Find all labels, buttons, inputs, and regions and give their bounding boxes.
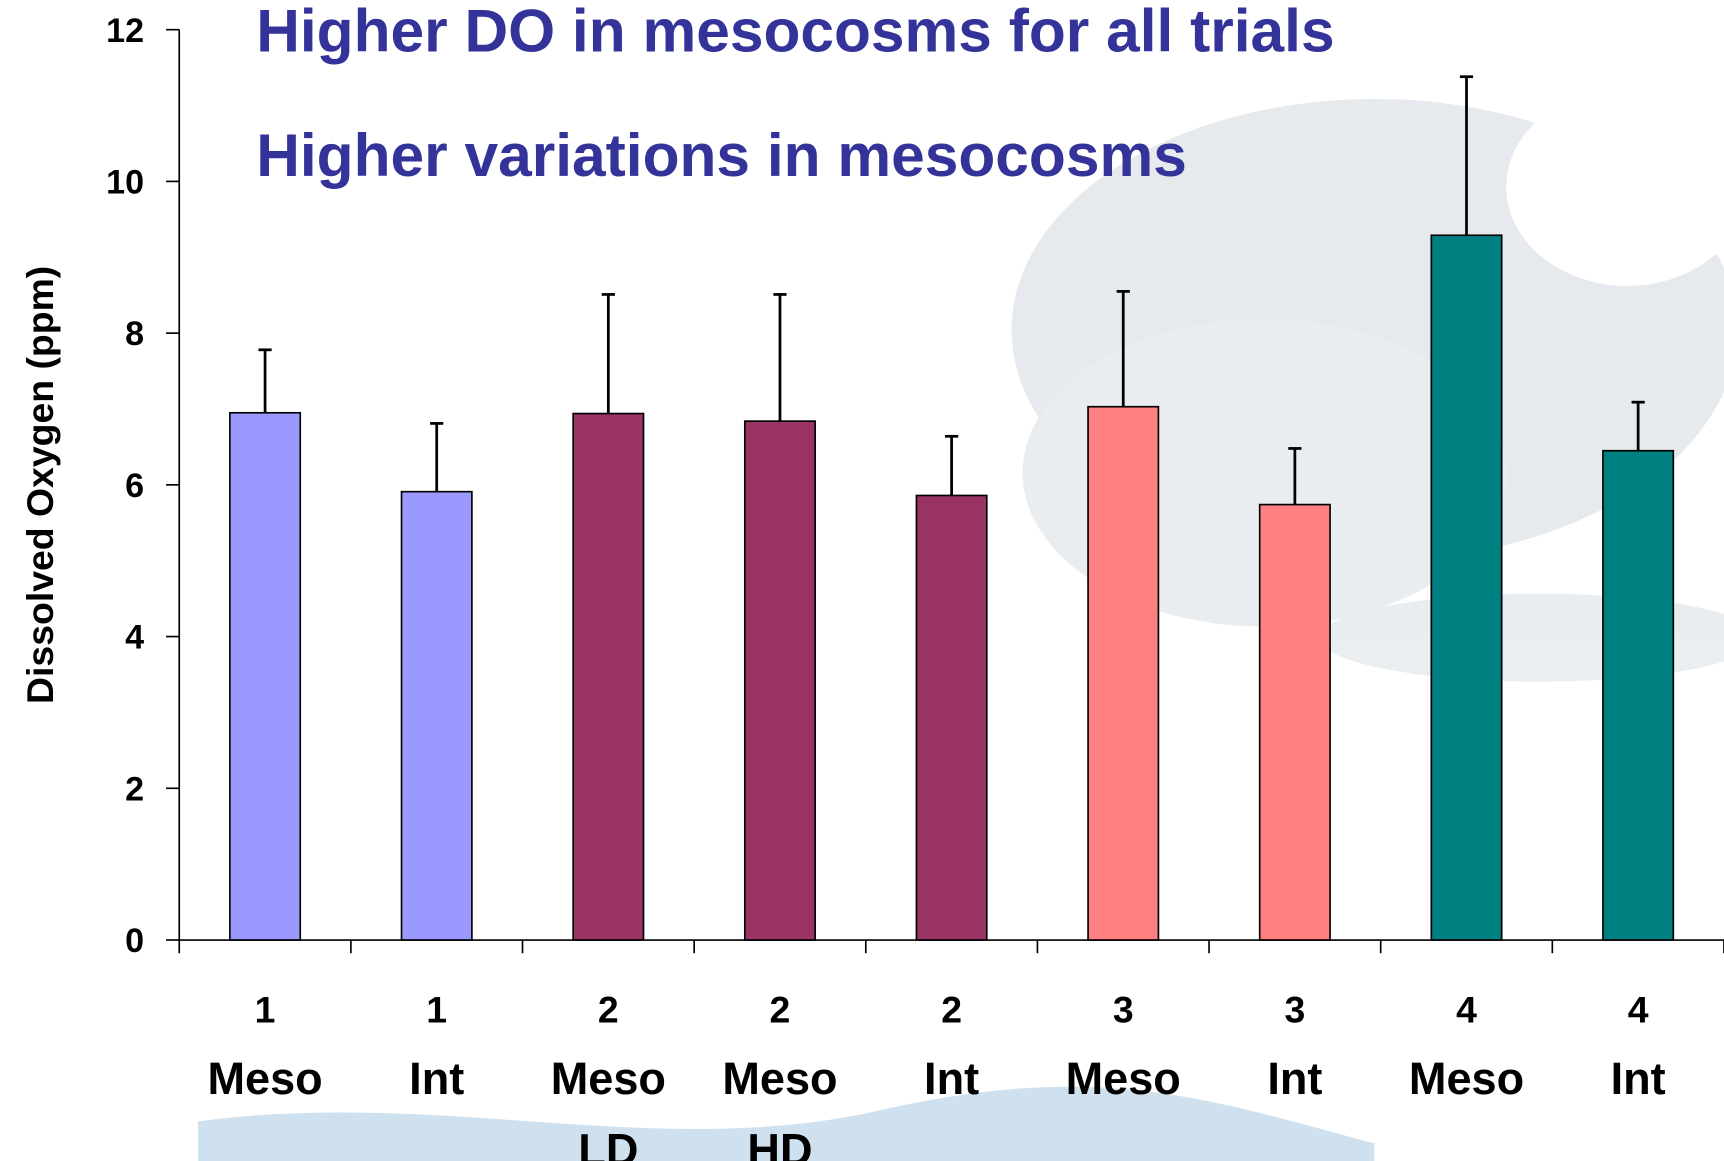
y-tick-label: 8 bbox=[125, 315, 144, 353]
bar bbox=[572, 412, 645, 941]
x-tick-label: 2 bbox=[941, 988, 962, 1030]
y-tick-label: 4 bbox=[125, 619, 144, 657]
x-tick-label: Int bbox=[924, 1053, 979, 1104]
x-tick-label: 3 bbox=[1113, 988, 1134, 1030]
annotation: Higher variations in mesocosms bbox=[256, 121, 1187, 189]
y-tick-label: 12 bbox=[106, 12, 144, 50]
x-tick-label: Int bbox=[409, 1053, 464, 1104]
bar bbox=[1430, 234, 1503, 941]
annotation: Higher DO in mesocosms for all trials bbox=[256, 0, 1334, 65]
y-tick-label: 10 bbox=[106, 164, 144, 202]
x-tick-label: Meso bbox=[551, 1053, 666, 1104]
background-decoration bbox=[1011, 87, 1724, 682]
y-axis-label: Dissolved Oxygen (ppm) bbox=[19, 266, 61, 704]
x-tick-label: 2 bbox=[598, 988, 619, 1030]
x-tick-label: 3 bbox=[1284, 988, 1305, 1030]
x-tick-label: HD bbox=[747, 1124, 812, 1161]
x-tick-label: 1 bbox=[426, 988, 447, 1030]
x-tick-label: Meso bbox=[1066, 1053, 1181, 1104]
x-tick-label: 1 bbox=[255, 988, 276, 1030]
wave-decoration bbox=[197, 1086, 1375, 1161]
x-tick-label: 4 bbox=[1456, 988, 1477, 1030]
bar bbox=[743, 420, 816, 941]
x-tick-label: Int bbox=[1267, 1053, 1322, 1104]
x-tick-label: 4 bbox=[1628, 988, 1649, 1030]
bar bbox=[400, 490, 473, 941]
bar bbox=[229, 411, 302, 941]
y-tick-label: 6 bbox=[125, 467, 144, 505]
x-tick-label: 2 bbox=[770, 988, 791, 1030]
x-tick-label: Meso bbox=[722, 1053, 837, 1104]
x-tick-label: Meso bbox=[207, 1053, 322, 1104]
x-tick-label: LD bbox=[578, 1124, 638, 1161]
x-tick-label: Meso bbox=[1409, 1053, 1524, 1104]
y-tick-label: 0 bbox=[125, 922, 144, 960]
x-tick-label: Int bbox=[1611, 1053, 1666, 1104]
bar bbox=[915, 494, 988, 941]
y-tick-label: 2 bbox=[125, 770, 144, 808]
bar bbox=[1258, 503, 1331, 941]
bar bbox=[1602, 449, 1675, 941]
bar bbox=[1087, 405, 1160, 941]
